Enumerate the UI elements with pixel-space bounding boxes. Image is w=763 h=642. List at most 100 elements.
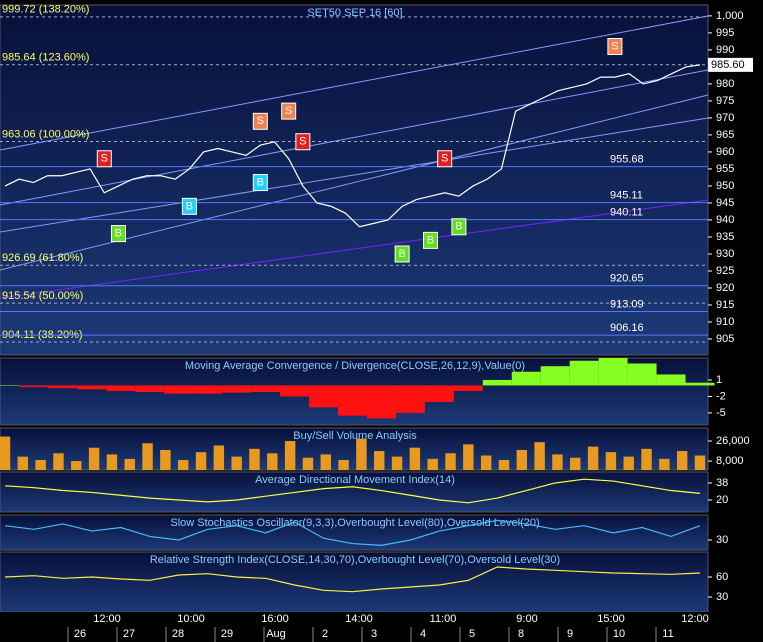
histogram-bar (135, 385, 165, 393)
signal-label: B (115, 227, 122, 239)
volume-bar (552, 454, 563, 470)
volume-bar (570, 457, 581, 470)
y-tick-label: 60 (716, 571, 728, 583)
level-label: 945.11 (610, 189, 643, 201)
time-label: 9:00 (516, 613, 537, 625)
signal-label: B (427, 234, 434, 246)
y-tick-label: 38 (716, 477, 728, 489)
histogram-bar (482, 379, 512, 386)
date-label: 5 (469, 628, 475, 640)
histogram-bar (395, 385, 425, 413)
time-label: 11:00 (430, 613, 457, 625)
level-label: 920.65 (610, 273, 644, 285)
price-line (4, 64, 701, 228)
volume-bar (498, 459, 510, 470)
volume-bar (409, 447, 421, 470)
signal-label: S (257, 115, 264, 127)
signal-box (607, 37, 623, 55)
volume-bar (480, 455, 492, 470)
y-tick-label: 20 (716, 494, 728, 506)
level-label: 940.11 (610, 206, 643, 218)
volume-bar (177, 459, 189, 470)
last-price-label: 985.60 (711, 59, 745, 71)
panel-title: Average Directional Movement Index(14) (255, 474, 455, 486)
volume-bar (659, 458, 670, 470)
volume-bar (427, 458, 438, 470)
volume-bar (623, 456, 634, 470)
histogram-bar (338, 385, 367, 416)
y-tick-label: 1 (716, 374, 722, 386)
y-tick-label: -2 (716, 390, 726, 402)
time-label: 12:00 (93, 613, 121, 625)
y-tick-label: 965 (716, 129, 734, 141)
y-tick-label: 990 (716, 44, 734, 56)
y-tick-label: 30 (716, 591, 728, 603)
volume-bar (0, 436, 11, 470)
histogram-bar (424, 385, 454, 402)
signal-label: S (101, 153, 108, 165)
fib-label: 999.72 (138.20%) (2, 4, 89, 16)
y-tick-label: 980 (716, 78, 734, 90)
y-tick-label: 8,000 (716, 455, 744, 467)
histogram-bar (309, 385, 339, 408)
y-tick-label: 1,000 (716, 10, 744, 22)
date-label: 4 (420, 628, 426, 640)
histogram-bar (164, 385, 194, 394)
histogram-bar (48, 385, 78, 389)
price-line (4, 566, 701, 593)
histogram-bar (598, 358, 628, 386)
histogram-bar (685, 382, 715, 386)
volume-bar (160, 449, 171, 470)
price-line (4, 519, 701, 546)
signal-label: S (441, 153, 448, 165)
panel-title: Relative Strength Index(CLOSE,14,30,70),… (150, 554, 560, 566)
last-price-box (708, 57, 753, 72)
panel-title: Moving Average Convergence / Divergence(… (185, 360, 525, 372)
volume-bar (195, 452, 207, 470)
histogram-bar (193, 385, 223, 394)
signal-label: B (455, 221, 462, 233)
time-label: 14:00 (345, 613, 373, 625)
volume-bar (53, 453, 64, 470)
volume-bar (605, 452, 617, 470)
signal-box (451, 218, 467, 236)
date-label: 2 (322, 628, 328, 640)
signal-label: B (186, 200, 193, 212)
y-tick-label: 920 (716, 282, 734, 294)
y-tick-label: 915 (716, 299, 734, 311)
panel-background (0, 551, 709, 613)
level-label: 906.16 (610, 322, 644, 334)
date-label: Aug (266, 628, 286, 640)
signal-label: S (285, 105, 292, 117)
volume-bar (391, 456, 403, 470)
signal-box (181, 197, 197, 215)
panel-title: Buy/Sell Volume Analysis (293, 430, 417, 442)
chart-title: SET50 SEP 16 [60] (307, 7, 402, 19)
time-axis-background (0, 612, 763, 642)
volume-bar (641, 448, 652, 470)
signal-box (423, 231, 439, 249)
panel-background (0, 471, 709, 513)
panel-title: Slow Stochastics Oscillator(9,3,3),Overb… (170, 517, 539, 529)
histogram-bar (251, 385, 281, 393)
histogram-bar (569, 360, 599, 386)
y-tick-label: 905 (716, 333, 734, 345)
level-label: 955.68 (610, 154, 644, 166)
time-label: 12:00 (681, 613, 709, 625)
fib-label: 985.64 (123.60%) (2, 52, 89, 64)
signal-label: B (398, 248, 405, 260)
signal-box (295, 133, 311, 151)
date-label: 28 (172, 628, 184, 640)
volume-bar (516, 449, 528, 470)
date-label: 27 (123, 628, 135, 640)
signal-label: S (299, 136, 306, 148)
volume-bar (17, 456, 29, 470)
volume-bar (445, 453, 456, 470)
histogram-bar (453, 385, 483, 391)
volume-bar (534, 442, 545, 470)
volume-bar (302, 457, 314, 470)
fib-label: 963.06 (100.00%) (2, 128, 89, 140)
volume-bar (35, 459, 46, 470)
histogram-bar (19, 385, 49, 388)
